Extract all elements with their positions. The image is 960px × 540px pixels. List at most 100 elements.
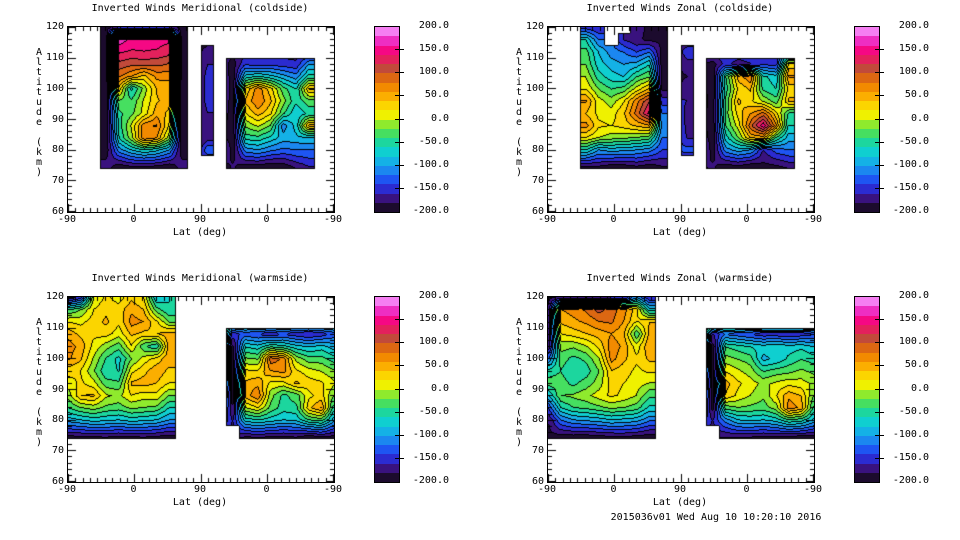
colorbar-band <box>855 45 879 55</box>
colorbar-tick-mark <box>395 434 404 436</box>
colorbar-band <box>855 380 879 390</box>
colorbar-tick-mark <box>395 49 404 51</box>
colorbar <box>854 296 880 483</box>
colorbar-tick-mark <box>395 118 404 120</box>
colorbar-tick-label: -100.0 <box>412 428 449 440</box>
colorbar-tick-label: -150.0 <box>412 451 449 463</box>
timestamp-footer: 2015036v01 Wed Aug 10 10:20:10 2016 <box>610 512 822 523</box>
colorbar-band <box>375 334 399 344</box>
colorbar-tick-label: -50.0 <box>898 405 929 417</box>
colorbar-band <box>375 297 399 307</box>
plot-frame <box>67 296 335 483</box>
colorbar-tick-label: 100.0 <box>898 336 929 348</box>
colorbar-tick-mark <box>395 187 404 189</box>
colorbar-tick-label: 100.0 <box>418 66 449 78</box>
colorbar-tick-mark <box>875 49 884 51</box>
colorbar-tick-label: 50.0 <box>424 359 449 371</box>
colorbar-tick-mark <box>875 365 884 367</box>
x-tick-label: -90 <box>803 214 823 225</box>
y-tick-label: 60 <box>531 476 544 487</box>
y-tick-label: 120 <box>45 291 64 302</box>
colorbar-tick-label: -200.0 <box>892 205 929 216</box>
colorbar-band <box>375 306 399 316</box>
colorbar-tick-label: 0.0 <box>910 112 929 124</box>
colorbar-tick-label: 0.0 <box>910 382 929 394</box>
plot-frame <box>547 296 815 483</box>
x-tick-label: 0 <box>743 484 750 495</box>
colorbar-tick-label: -100.0 <box>892 158 929 170</box>
colorbar-band <box>375 27 399 37</box>
colorbar-band <box>855 426 879 436</box>
colorbar-band <box>855 297 879 307</box>
y-tick-label: 70 <box>51 445 64 457</box>
colorbar-band <box>855 324 879 334</box>
colorbar-band <box>855 389 879 399</box>
colorbar-band <box>855 315 879 325</box>
colorbar-band <box>375 202 399 212</box>
colorbar <box>854 26 880 213</box>
colorbar-tick-label: 200.0 <box>898 20 929 31</box>
x-tick-label: 0 <box>130 484 137 495</box>
x-axis-label: Lat (deg) <box>652 227 708 238</box>
x-tick-label: 0 <box>610 214 617 225</box>
y-tick-label: 80 <box>51 414 64 426</box>
y-tick-label: 80 <box>51 144 64 156</box>
colorbar-tick-label: -50.0 <box>418 405 449 417</box>
colorbar-band <box>855 82 879 92</box>
colorbar-tick-mark <box>875 118 884 120</box>
y-tick-label: 90 <box>51 383 64 395</box>
colorbar-band <box>375 454 399 464</box>
colorbar-tick-label: 0.0 <box>430 382 449 394</box>
y-tick-label: 100 <box>45 82 64 94</box>
x-tick-label: -90 <box>537 214 557 225</box>
panel-title: Inverted Winds Meridional (coldside) <box>91 3 309 14</box>
colorbar-tick-label: 200.0 <box>898 290 929 301</box>
colorbar-tick-label: 200.0 <box>418 20 449 31</box>
colorbar-band <box>375 315 399 325</box>
contour-canvas <box>548 297 814 482</box>
colorbar-tick-label: 150.0 <box>898 43 929 55</box>
colorbar-band <box>375 193 399 203</box>
colorbar <box>374 296 400 483</box>
colorbar-band <box>375 147 399 157</box>
x-tick-label: 0 <box>263 484 270 495</box>
colorbar-tick-mark <box>875 434 884 436</box>
y-tick-label: 90 <box>531 113 544 125</box>
colorbar-tick-label: -200.0 <box>412 205 449 216</box>
colorbar-tick-label: -150.0 <box>412 181 449 193</box>
y-tick-label: 100 <box>45 352 64 364</box>
colorbar-tick-mark <box>395 95 404 97</box>
colorbar-band <box>855 371 879 381</box>
colorbar-band <box>375 119 399 129</box>
colorbar-tick-label: -150.0 <box>892 181 929 193</box>
x-tick-label: 90 <box>193 214 207 225</box>
colorbar-tick-mark <box>875 457 884 459</box>
y-tick-label: 100 <box>525 82 544 94</box>
x-axis-label: Lat (deg) <box>172 497 228 508</box>
colorbar-band <box>855 361 879 371</box>
y-tick-label: 120 <box>525 21 544 32</box>
colorbar-band <box>375 435 399 445</box>
colorbar-band <box>375 343 399 353</box>
colorbar-tick-label: -200.0 <box>412 475 449 486</box>
colorbar-band <box>855 306 879 316</box>
colorbar-band <box>375 101 399 111</box>
colorbar-band <box>375 128 399 138</box>
y-tick-label: 70 <box>51 175 64 187</box>
x-tick-label: 0 <box>610 484 617 495</box>
colorbar-band <box>855 27 879 37</box>
y-tick-label: 110 <box>45 51 64 63</box>
colorbar-band <box>375 110 399 120</box>
colorbar-tick-mark <box>875 72 884 74</box>
colorbar-tick-label: 150.0 <box>418 313 449 325</box>
colorbar-band <box>375 156 399 166</box>
colorbar-band <box>855 91 879 101</box>
colorbar-band <box>375 175 399 185</box>
colorbar-band <box>855 156 879 166</box>
colorbar-band <box>855 417 879 427</box>
